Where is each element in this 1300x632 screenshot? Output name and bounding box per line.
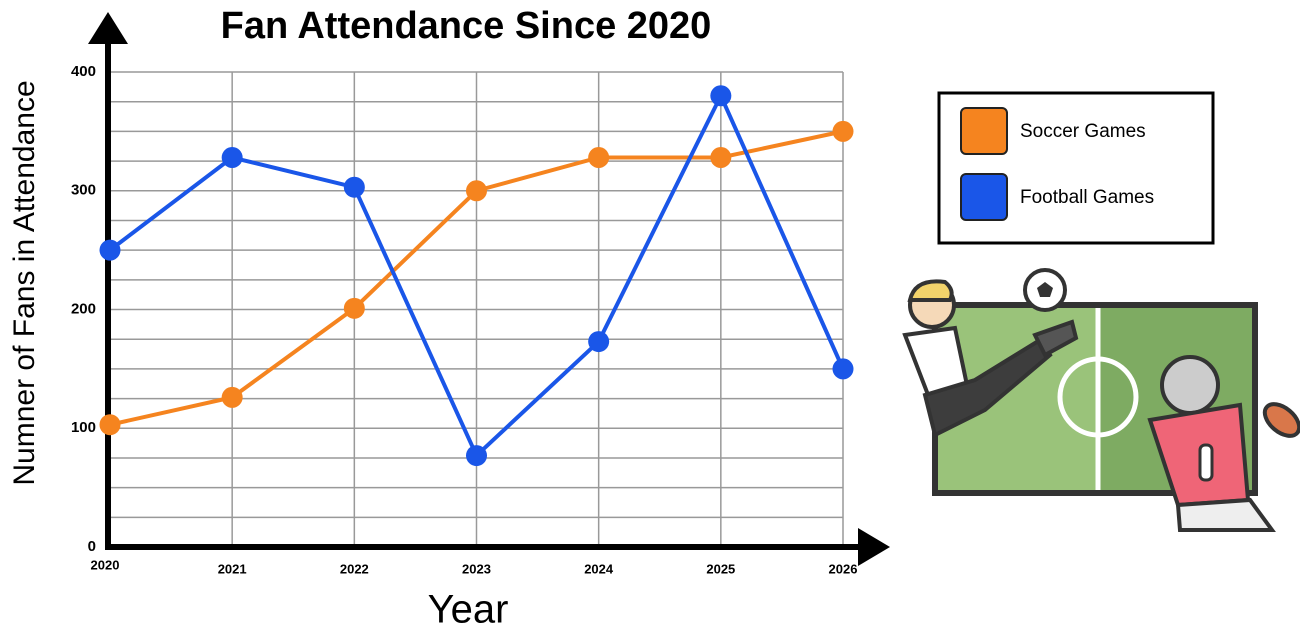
football-pants [1175,497,1276,532]
point [710,147,732,168]
legend-swatch [960,173,1008,221]
football [1262,402,1300,438]
y-tick-label: 300 [71,182,96,199]
x-tick-label: 2025 [706,561,735,576]
point [588,331,610,353]
player-leg [922,337,1053,438]
legend-label: Soccer Games [1020,121,1146,142]
x-tick-label: 2026 [829,561,858,576]
sports-illustration [902,268,1300,532]
y-axis-arrow [88,12,128,44]
x-axis-arrow [858,528,890,566]
point [466,180,487,202]
point [99,414,121,436]
ball-patch [1037,282,1053,297]
x-tick-label: 2021 [218,561,247,576]
point [588,147,610,168]
point [343,176,365,198]
y-tick-label: 100 [71,419,96,436]
y-axis-title: Numner of Fans in Attendance [8,80,41,485]
point [99,239,121,261]
plot: 0 100 200 300 400 2020 2021 2022 2023 2024 2025 202… [71,63,857,576]
point [466,445,487,467]
grid [109,71,844,548]
point [221,386,243,408]
player-boot [1032,319,1079,358]
field-circle [1057,356,1139,438]
y-tick-label: 0 [88,538,96,555]
x-axis-title: Year [428,588,509,632]
point [832,358,854,380]
point [343,297,365,319]
axes [88,12,890,566]
legend-swatch [960,107,1008,155]
y-tick-label: 400 [71,63,96,80]
point [832,120,854,142]
x-tick-label: 2022 [340,561,369,576]
legend-label: Football Games [1020,187,1154,208]
legend: Soccer Games Football Games [937,91,1215,245]
chart-title: Fan Attendance Since 2020 [221,5,712,47]
player-hair [907,279,954,302]
point [710,85,732,107]
helmet [1160,355,1220,415]
jersey-number [1198,443,1214,482]
point [221,147,243,168]
x-tick-label: 2020 [91,557,120,572]
y-tick-label: 200 [71,300,96,317]
x-tick-label: 2024 [584,561,614,576]
x-tick-label: 2023 [462,561,491,576]
